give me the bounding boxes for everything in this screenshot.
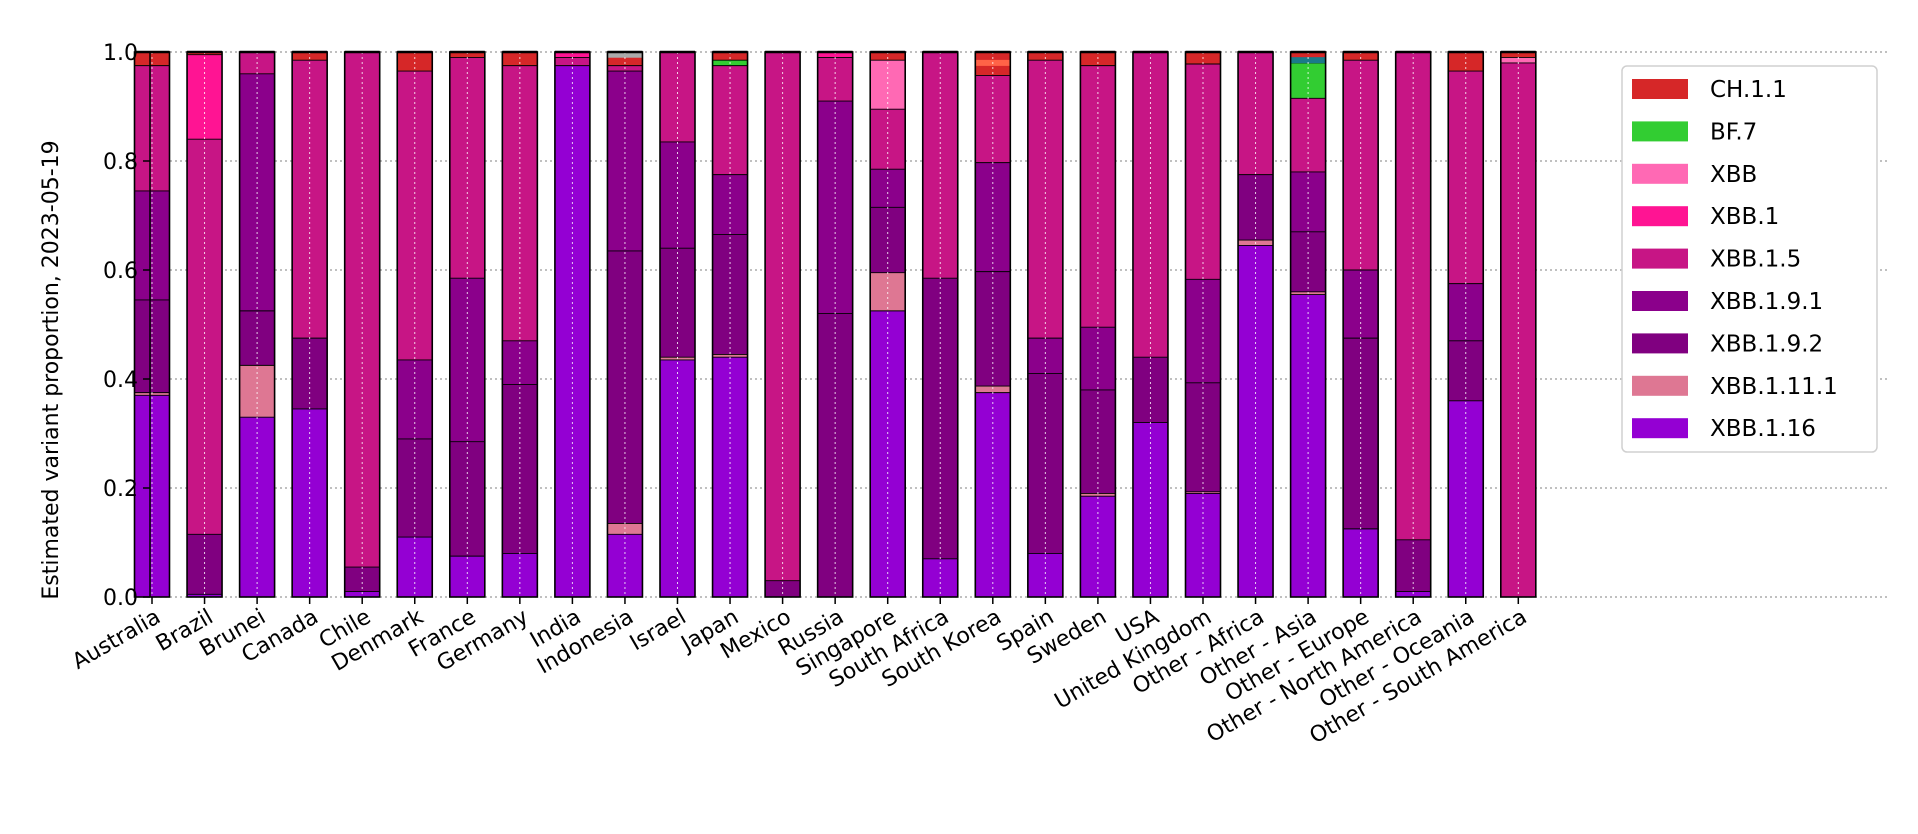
bar-segment-israel-xbb-1-9-1 xyxy=(660,141,695,249)
bar-segment-other-north-america-xbb-1-5 xyxy=(1395,52,1431,540)
bar-segment-japan-xbb-1-11-1 xyxy=(712,354,748,358)
bar-segment-other-oceania-xbb-1-9-2 xyxy=(1448,340,1484,401)
bar-segment-russia-xbb-1 xyxy=(817,52,853,58)
legend-swatch-xbb-1-11-1 xyxy=(1632,375,1688,396)
bar-segment-chile-xbb-1-16 xyxy=(344,591,380,597)
legend-frame xyxy=(1621,65,1878,453)
bar-segment-other-south-america-ch-1-1 xyxy=(1500,52,1536,58)
bar-segment-australia-xbb-1-16 xyxy=(134,395,170,597)
legend-label-xbb-1: XBB.1 xyxy=(1710,204,1779,230)
bar-segment-other-europe-xbb-1-9-1 xyxy=(1343,270,1379,339)
bar-segment-japan-xbb-1-9-1 xyxy=(712,174,748,235)
bar-segment-japan-ch-1-1 xyxy=(712,52,748,61)
legend-label-xbb-1-9-2: XBB.1.9.2 xyxy=(1710,331,1823,357)
bar-segment-india-xbb-1-5 xyxy=(554,57,590,66)
bar-segment-spain-ch-1-1 xyxy=(1027,52,1063,61)
bar-segment-russia-xbb-1-9-2 xyxy=(817,313,853,597)
legend-label-ch-1-1: CH.1.1 xyxy=(1710,77,1787,103)
y-tick-label: 1.0 xyxy=(103,41,138,66)
bar-segment-france-ch-1-1 xyxy=(449,52,485,58)
legend-label-bf-7: BF.7 xyxy=(1710,119,1757,145)
legend-swatch-ch-1-1 xyxy=(1632,79,1688,99)
grid-layer xyxy=(150,51,1890,598)
legend-swatch-xbb-1-5 xyxy=(1632,248,1688,269)
bar-segment-spain-xbb-1-16 xyxy=(1027,553,1063,597)
y-tick-label: 0.6 xyxy=(103,259,138,284)
bar-segment-denmark-xbb-1-5 xyxy=(397,71,433,360)
legend-swatch-xbb xyxy=(1632,163,1688,184)
bar-segment-other-south-america-xbb xyxy=(1500,57,1536,63)
y-tick-label: 0.4 xyxy=(103,368,138,393)
bar-segment-france-xbb-1-9-1 xyxy=(449,278,485,442)
bar-segment-singapore-xbb-1-11-1 xyxy=(870,272,906,311)
bar-segment-mexico-xbb-1-5 xyxy=(765,52,801,581)
legend-label-xbb-1-9-1: XBB.1.9.1 xyxy=(1710,289,1823,315)
bar-segment-united-kingdom-xbb-1-9-1 xyxy=(1185,279,1221,383)
bar-segment-south-africa-xbb-1-5 xyxy=(922,52,958,279)
legend-swatch-xbb-1-16 xyxy=(1632,418,1688,439)
legend: CH.1.1 BF.7 XBB XBB.1 XBB.1.5 XBB.1.9.1 XBB.1.… xyxy=(1621,65,1878,453)
bar-segment-brazil-xbb-1-9-2 xyxy=(187,534,223,595)
bar-segment-singapore-ch-1-1 xyxy=(870,52,906,61)
legend-label-xbb: XBB xyxy=(1710,162,1757,188)
bar-segment-other-asia-xbb-1-9-1 xyxy=(1290,171,1326,232)
bar-stripe-indonesia xyxy=(607,51,643,58)
bars-layer xyxy=(133,50,1537,598)
bar-segment-israel-xbb-1-5 xyxy=(660,52,695,142)
bar-segment-sweden-xbb-1-16 xyxy=(1080,496,1116,597)
legend-swatch-xbb-1-9-1 xyxy=(1632,291,1688,311)
y-tick-label: 0.0 xyxy=(103,586,138,611)
bar-segment-australia-xbb-1-9-1 xyxy=(134,190,170,300)
bar-segment-indonesia-xbb-1-9-1 xyxy=(607,71,643,251)
bar-segment-other-north-america-xbb-1-16 xyxy=(1395,591,1431,597)
bar-stripe-other-asia xyxy=(1290,57,1326,64)
bar-segment-japan-xbb-1-9-2 xyxy=(712,234,748,355)
x-tick-label-australia: Australia xyxy=(68,605,165,675)
bar-segment-germany-xbb-1-16 xyxy=(502,553,538,597)
bar-segment-other-europe-xbb-1-5 xyxy=(1343,60,1379,270)
x-tick-label-israel: Israel xyxy=(626,605,691,657)
bar-segment-canada-xbb-1-5 xyxy=(292,60,328,339)
bar-segment-spain-xbb-1-5 xyxy=(1027,60,1063,339)
legend-label-xbb-1-11-1: XBB.1.11.1 xyxy=(1710,374,1838,400)
bar-segment-singapore-xbb-1-5 xyxy=(870,109,906,170)
bar-segment-other-asia-xbb-1-16 xyxy=(1290,294,1326,597)
bar-segment-chile-xbb-1-5 xyxy=(344,52,380,568)
bar-segment-denmark-ch-1-1 xyxy=(397,52,433,72)
bar-segment-other-europe-ch-1-1 xyxy=(1343,52,1379,61)
y-tick-label: 0.2 xyxy=(103,477,138,502)
bar-segment-brazil-xbb-1-16 xyxy=(187,594,223,597)
bar-segment-canada-ch-1-1 xyxy=(292,52,328,61)
y-tick-label: 0.8 xyxy=(103,150,138,175)
bar-segment-other-oceania-ch-1-1 xyxy=(1448,52,1484,72)
y-axis-title: Estimated variant proportion, 2023-05-19 xyxy=(39,140,64,599)
legend-label-xbb-1-16: XBB.1.16 xyxy=(1710,416,1816,442)
bar-segment-indonesia-xbb-1-16 xyxy=(607,534,643,597)
bar-segment-other-asia-xbb-1-5 xyxy=(1290,98,1326,172)
bar-segment-sweden-xbb-1-11-1 xyxy=(1080,493,1116,497)
legend-swatch-bf-7 xyxy=(1632,121,1688,142)
legend-label-xbb-1-5: XBB.1.5 xyxy=(1710,247,1801,273)
legend-swatch-xbb-1-9-2 xyxy=(1632,333,1688,354)
bar-segment-other-asia-xbb-1-9-2 xyxy=(1290,231,1326,292)
bar-segment-india-xbb-1 xyxy=(554,52,590,58)
legend-swatch-xbb-1 xyxy=(1632,206,1688,227)
bar-segment-united-kingdom-xbb-1-5 xyxy=(1185,63,1221,280)
bar-segment-south-korea-xbb-1-11-1 xyxy=(975,386,1011,393)
bar-segment-united-kingdom-xbb-1-16 xyxy=(1185,493,1221,597)
